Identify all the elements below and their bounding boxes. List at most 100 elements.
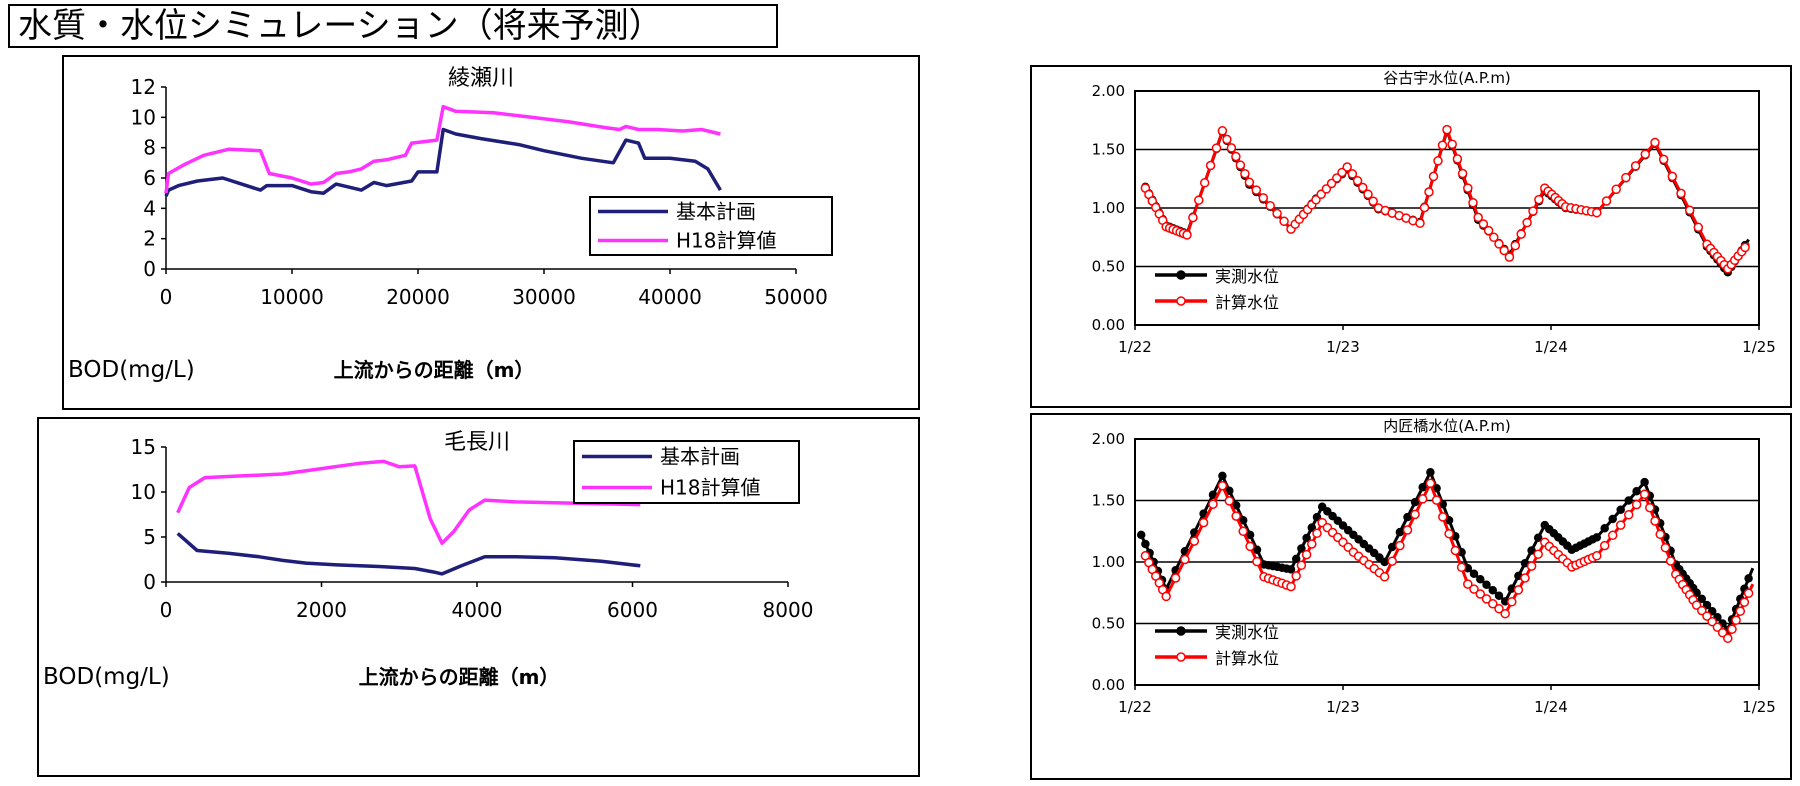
data-point — [1469, 569, 1479, 578]
data-point — [1428, 171, 1439, 182]
x-tick-label: 1/25 — [1742, 338, 1776, 356]
x-tick-label: 10000 — [260, 285, 324, 309]
data-point — [1717, 627, 1728, 638]
chart-yakoshi-svg: 谷古宇水位(A.P.m) 0.00 0.50 1.00 1.50 2.00 1/22 1/23… — [1092, 69, 1776, 356]
y-axis-label: BOD(mg/L) — [43, 664, 170, 690]
data-point — [1245, 530, 1255, 540]
data-point — [1739, 597, 1750, 607]
data-point — [1640, 477, 1649, 487]
x-tick-label: 1/22 — [1118, 698, 1152, 716]
data-point — [1473, 212, 1483, 223]
data-point — [1608, 514, 1617, 524]
data-point — [1194, 195, 1204, 205]
y-tick-label: 0.50 — [1092, 258, 1125, 276]
chart-title: 綾瀬川 — [448, 66, 514, 91]
data-point — [1645, 502, 1655, 513]
data-point — [1226, 143, 1237, 153]
page-title: 水質・水位シミュレーション（将来予測） — [8, 4, 778, 48]
data-point — [1231, 511, 1241, 521]
data-point — [1136, 530, 1146, 540]
series-line-0 — [164, 127, 722, 197]
data-point — [1343, 525, 1353, 535]
y-tick-label: 5 — [143, 525, 156, 549]
legend-label: H18計算値 — [660, 476, 761, 500]
data-point — [1516, 229, 1526, 239]
data-point — [1258, 193, 1269, 203]
data-point — [1667, 171, 1678, 182]
data-point — [1387, 556, 1397, 566]
data-point — [1450, 545, 1461, 556]
legend-box — [573, 440, 800, 504]
data-point — [1415, 218, 1425, 228]
y-tick-label: 0 — [143, 257, 156, 281]
data-point — [1369, 548, 1379, 558]
data-point — [1731, 615, 1741, 625]
data-point — [1621, 172, 1631, 183]
y-tick-label: 10 — [131, 105, 156, 129]
data-point — [1218, 471, 1227, 481]
x-tick-label: 0 — [160, 285, 173, 309]
data-point — [1481, 594, 1492, 604]
data-point — [1743, 588, 1754, 598]
data-point — [1494, 239, 1504, 249]
legend-label: 実測水位 — [1215, 267, 1279, 286]
data-point — [1723, 633, 1733, 644]
legend-marker — [1176, 652, 1186, 662]
x-axis-label: 上流からの距離（m） — [359, 665, 560, 689]
data-point — [1296, 560, 1307, 571]
data-point — [1452, 154, 1463, 164]
data-point — [1426, 467, 1435, 477]
data-point — [1697, 594, 1707, 604]
data-point — [1744, 574, 1753, 583]
data-point — [1364, 544, 1374, 553]
data-point — [1141, 539, 1150, 549]
data-point — [1494, 591, 1504, 601]
data-point — [1379, 572, 1390, 582]
data-point — [1463, 579, 1473, 589]
x-axis-label: 上流からの距離（m） — [334, 358, 535, 382]
data-point — [1424, 187, 1434, 197]
data-point — [1307, 539, 1317, 549]
data-point — [1601, 196, 1612, 206]
y-tick-label: 4 — [143, 196, 156, 220]
data-point — [1188, 212, 1198, 223]
chart-panel-kenaga: 毛長川 0 5 10 15 0 2000 4000 6000 8000 BOD(mg/L) 上流からの… — [37, 417, 920, 777]
legend-label: 実測水位 — [1215, 623, 1279, 642]
y-tick-label: 2.00 — [1092, 430, 1125, 448]
data-point — [1224, 496, 1235, 506]
data-point — [1323, 507, 1332, 516]
chart-panel-yakoshi: 谷古宇水位(A.P.m) 0.00 0.50 1.00 1.50 2.00 1/22 1/23… — [1030, 65, 1792, 408]
x-tick-label: 1/24 — [1534, 698, 1568, 716]
y-tick-label: 6 — [143, 166, 156, 190]
data-point — [1702, 600, 1712, 610]
x-tick-label: 50000 — [764, 285, 828, 309]
x-tick-label: 1/24 — [1534, 338, 1568, 356]
x-tick-label: 2000 — [296, 598, 347, 622]
data-point — [1482, 580, 1491, 590]
legend-marker — [1176, 626, 1186, 636]
data-point — [1312, 528, 1322, 539]
data-point — [1231, 151, 1241, 162]
data-point — [1650, 516, 1660, 526]
series-line-0 — [176, 532, 641, 576]
data-point — [1338, 521, 1348, 530]
data-point — [1660, 542, 1671, 553]
data-point — [1265, 200, 1275, 211]
data-point — [1631, 499, 1642, 510]
data-point — [1655, 529, 1665, 540]
data-point — [1217, 126, 1228, 136]
data-point — [1395, 527, 1405, 537]
y-tick-label: 8 — [143, 136, 156, 160]
data-point — [1180, 554, 1190, 565]
data-point — [1599, 540, 1610, 551]
data-point — [1468, 197, 1478, 208]
data-point — [1211, 143, 1222, 153]
legend-label: 計算水位 — [1215, 293, 1279, 312]
data-point — [1483, 225, 1494, 236]
data-point — [1630, 161, 1641, 171]
y-tick-label: 0.50 — [1092, 615, 1125, 633]
data-point — [1640, 149, 1651, 159]
data-point — [1607, 530, 1618, 541]
y-tick-label: 1.00 — [1092, 199, 1125, 217]
data-point — [1217, 480, 1228, 491]
